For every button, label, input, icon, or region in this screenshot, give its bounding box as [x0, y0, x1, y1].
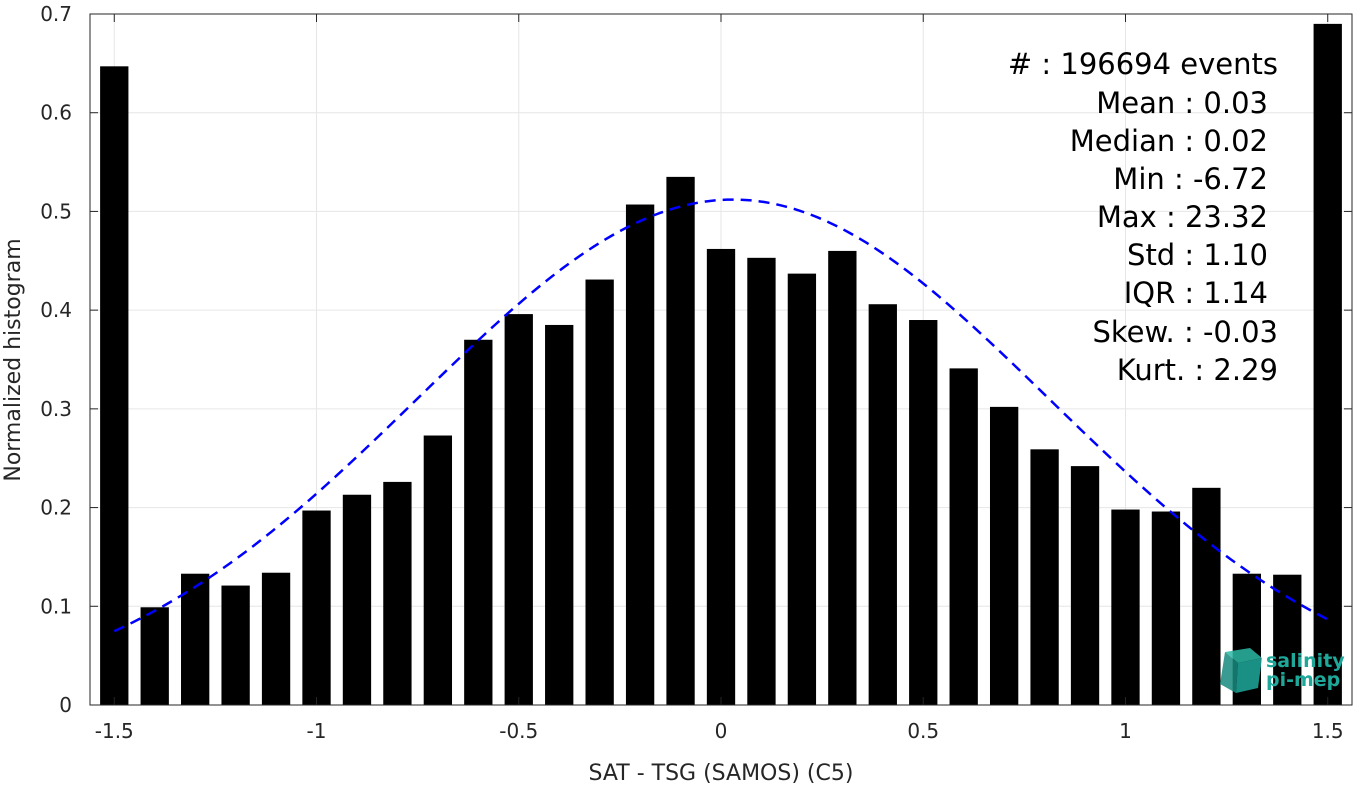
y-tick-label: 0.7 [40, 2, 72, 26]
stats-mean: Mean : 0.03 [1096, 86, 1268, 120]
salinity-pimep-logo: salinity pi-mep [1220, 648, 1345, 693]
y-axis-ticks: 0 0.1 0.2 0.3 0.4 0.5 0.6 0.7 [40, 2, 1352, 717]
bar [221, 585, 250, 705]
bar [504, 314, 533, 705]
bar [181, 573, 210, 705]
bar [423, 435, 453, 705]
x-tick-label: 1.5 [1312, 719, 1344, 743]
bar [828, 250, 857, 705]
bar [302, 510, 331, 705]
stats-skew: Skew. : -0.03 [1092, 315, 1278, 349]
x-tick-label: -0.5 [499, 719, 538, 743]
bar [909, 320, 938, 705]
bar [706, 248, 736, 705]
stats-min: Min : -6.72 [1113, 162, 1268, 196]
y-tick-label: 0.2 [40, 496, 72, 520]
x-axis-ticks: -1.5 -1 -0.5 0 0.5 1 1.5 [95, 14, 1344, 743]
histogram-bars [100, 23, 1342, 706]
stats-box: # : 196694 events Mean : 0.03 Median : 0… [1008, 47, 1278, 387]
bar [1030, 449, 1059, 705]
bar [1313, 23, 1342, 705]
y-tick-label: 0.4 [40, 298, 72, 322]
bar [261, 572, 291, 705]
bar [1192, 487, 1221, 705]
bar [868, 304, 897, 705]
y-tick-label: 0 [59, 693, 72, 717]
logo-text-pimep: pi-mep [1266, 669, 1340, 691]
x-tick-label: 0.5 [907, 719, 939, 743]
y-tick-label: 0.6 [40, 101, 72, 125]
bar [1151, 511, 1181, 705]
bar [787, 273, 817, 705]
bar [989, 406, 1019, 705]
logo-text-salinity: salinity [1266, 650, 1345, 672]
x-axis-label: SAT - TSG (SAMOS) (C5) [589, 761, 854, 785]
logo-cube-icon [1220, 648, 1262, 693]
stats-max: Max : 23.32 [1097, 200, 1268, 234]
bar [464, 339, 493, 705]
bar [545, 324, 574, 705]
y-tick-label: 0.5 [40, 199, 72, 223]
stats-iqr: IQR : 1.14 [1124, 276, 1268, 310]
y-axis-label: Normalized histogram [1, 238, 26, 481]
stats-median: Median : 0.02 [1070, 124, 1268, 158]
stats-std: Std : 1.10 [1127, 238, 1268, 272]
x-tick-label: -1.5 [95, 719, 134, 743]
y-tick-label: 0.3 [40, 397, 72, 421]
bar [100, 66, 129, 705]
bar [383, 481, 412, 705]
stats-kurt: Kurt. : 2.29 [1117, 353, 1278, 387]
bar [140, 607, 169, 705]
bar [1111, 509, 1140, 705]
x-tick-label: 0 [715, 719, 728, 743]
bar [747, 257, 776, 705]
bar [666, 176, 695, 706]
x-tick-label: -1 [307, 719, 327, 743]
bar [585, 279, 614, 705]
stats-events: # : 196694 events [1008, 47, 1278, 81]
bar [949, 368, 978, 705]
bar [625, 204, 655, 706]
bar [1070, 466, 1100, 705]
bar [342, 494, 372, 705]
x-tick-label: 1 [1119, 719, 1132, 743]
y-tick-label: 0.1 [40, 594, 72, 618]
